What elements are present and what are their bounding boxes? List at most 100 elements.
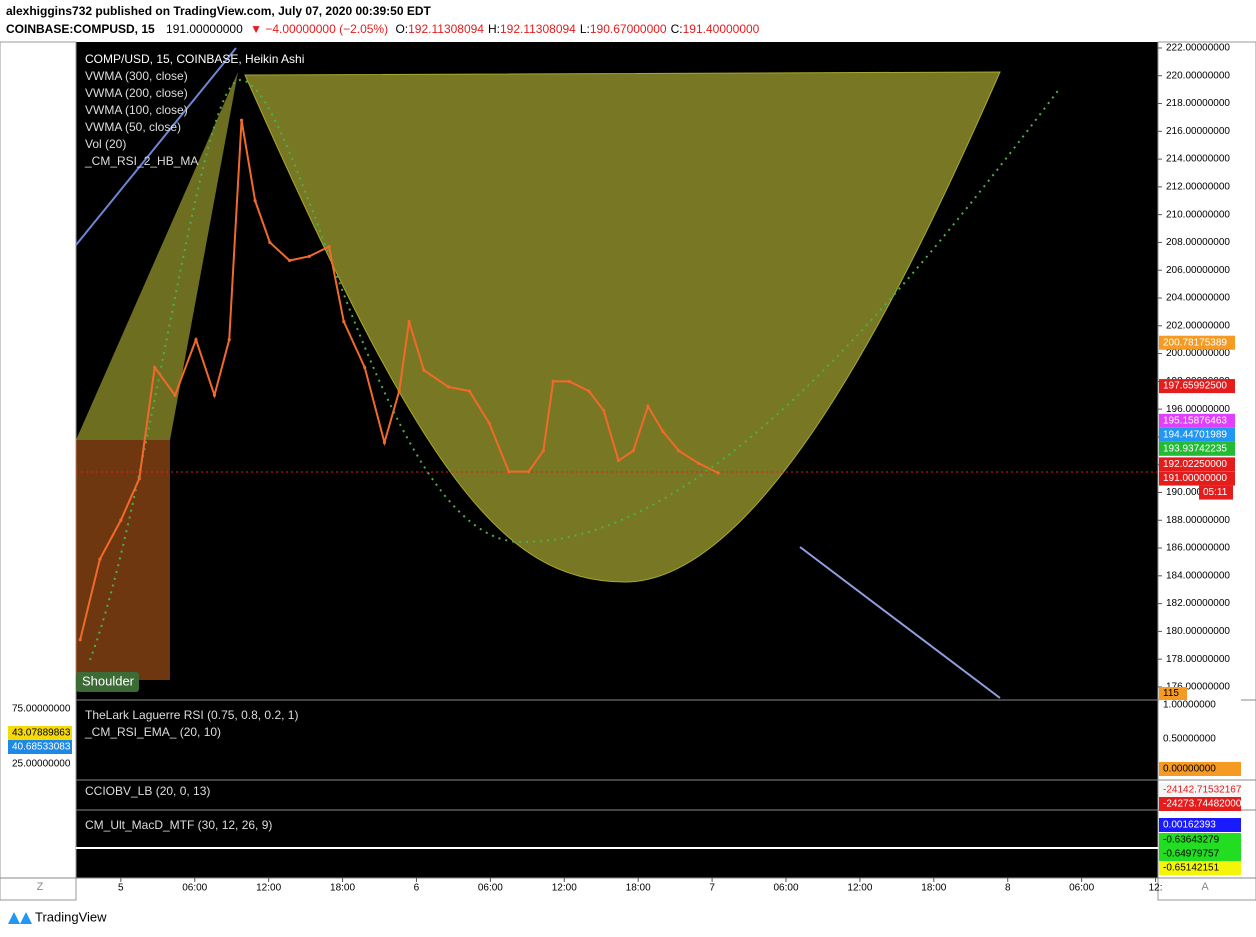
- price-tag-label: 191.00000000: [1163, 473, 1227, 484]
- price-tag-label: 192.02250000: [1163, 459, 1227, 470]
- price-point: [631, 449, 635, 453]
- price-tag-label: 193.93742235: [1163, 443, 1227, 454]
- x-tick-label: 12:00: [847, 883, 872, 894]
- y-tick-label: 222.00000000: [1166, 43, 1230, 54]
- indicator-name: VWMA (200, close): [85, 86, 188, 100]
- price-point: [487, 421, 491, 425]
- price-tag: [1159, 427, 1235, 442]
- logo-icon: [8, 912, 32, 924]
- corner-label: A: [1201, 881, 1209, 893]
- price-point: [397, 389, 401, 393]
- price-point: [287, 258, 292, 263]
- x-tick-label: 06:00: [478, 883, 503, 894]
- price-point: [716, 471, 720, 475]
- price-point: [342, 320, 346, 324]
- change: ▼ −4.00000000 (−2.05%): [250, 22, 388, 36]
- indicator-name: VWMA (300, close): [85, 69, 188, 83]
- x-tick-label: 7: [709, 883, 715, 894]
- pane-label-bg: [1159, 732, 1241, 746]
- x-tick-label: 06:00: [182, 883, 207, 894]
- price-tag: [1159, 441, 1235, 456]
- indicator-name: _CM_RSI_2_HB_MA: [84, 154, 198, 168]
- price-point: [327, 245, 331, 249]
- pane-label-bg: [1159, 861, 1241, 875]
- volume-tag: 115: [1163, 688, 1179, 699]
- price-point: [467, 389, 472, 393]
- y-tick-label: 184.00000000: [1166, 570, 1230, 581]
- price-point: [507, 470, 511, 474]
- x-tick-label: 12:00: [256, 883, 281, 894]
- price-point: [239, 118, 244, 122]
- price-point: [98, 557, 102, 561]
- pane-label-bg: [8, 757, 72, 771]
- price-tag-label: 200.78175389: [1163, 337, 1227, 348]
- price-point: [696, 461, 701, 465]
- ohlc-value: 192.11308094: [500, 22, 576, 36]
- corner-label: Z: [37, 881, 44, 893]
- legend-title: COMP/USD, 15, COINBASE, Heikin Ashi: [85, 52, 304, 66]
- y-tick-label: 204.00000000: [1166, 293, 1230, 304]
- pane-right-label: 1.00000000: [1163, 700, 1216, 711]
- price-point: [137, 476, 141, 481]
- pane-right-label: -0.64979757: [1163, 849, 1220, 860]
- x-tick-label: 18:00: [330, 883, 355, 894]
- pane-label-bg: [8, 740, 72, 754]
- pane-left-label: 75.00000000: [12, 704, 71, 715]
- price-point: [661, 429, 665, 433]
- footer-brand[interactable]: TradingView: [35, 909, 107, 924]
- price-tag-label: 195.15876463: [1163, 415, 1227, 426]
- price-point: [422, 368, 426, 372]
- pane-label-bg: [1159, 818, 1241, 832]
- last-price: 191.00000000: [166, 22, 243, 36]
- pane-right-label: -0.63643279: [1163, 835, 1220, 846]
- price-point: [407, 320, 411, 324]
- annotation: Shoulder: [82, 673, 135, 688]
- pane-label-bg: [1159, 783, 1241, 797]
- ohlc-label: L:: [580, 22, 590, 36]
- price-line: [79, 120, 719, 640]
- price-tag-label: 197.65992500: [1163, 381, 1227, 392]
- pane-label-bg: [1159, 847, 1241, 861]
- ohlc-label: O:: [395, 22, 408, 36]
- price-tag: [1159, 413, 1235, 428]
- y-tick-label: 176.00000000: [1166, 682, 1230, 693]
- pane-right-label: -24142.71532167: [1163, 785, 1242, 796]
- price-point: [646, 404, 650, 408]
- y-tick-label: 220.00000000: [1166, 70, 1230, 81]
- ohlc-label: H:: [488, 22, 500, 36]
- y-tick-label: 216.00000000: [1166, 126, 1230, 137]
- price-point: [119, 518, 123, 522]
- cup-shape: [244, 71, 1001, 583]
- price-point: [212, 393, 217, 397]
- price-point: [587, 389, 591, 393]
- pane-right-label: 0.00162393: [1163, 820, 1216, 831]
- ohlc-label: C:: [671, 22, 683, 36]
- price-point: [541, 449, 545, 453]
- symbol: COINBASE:COMPUSD, 15: [6, 22, 155, 36]
- pane-right-label: -0.65142151: [1163, 863, 1220, 874]
- annotation-bg: [76, 672, 139, 692]
- indicator-name: Vol (20): [85, 137, 126, 151]
- price-point: [153, 365, 157, 370]
- price-point: [253, 199, 257, 203]
- pane-left-label: 40.68533083: [12, 742, 71, 753]
- price-point: [173, 393, 177, 397]
- x-tick-label: 8: [1005, 883, 1011, 894]
- pattern-triangle: [76, 72, 238, 440]
- x-tick-label: 5: [118, 883, 124, 894]
- price-point: [78, 638, 82, 642]
- price-point: [551, 379, 555, 383]
- price-tag-label: 194.44701989: [1163, 429, 1227, 440]
- pattern-rect: [76, 440, 170, 680]
- x-tick-label: 12:00: [552, 883, 577, 894]
- x-tick-label: 18:00: [921, 883, 946, 894]
- pane-label-bg: [1159, 797, 1241, 811]
- left-axis: [0, 41, 77, 901]
- pane-label-bg: [1159, 698, 1241, 712]
- pane-title: CM_Ult_MacD_MTF (30, 12, 26, 9): [85, 818, 272, 832]
- y-tick-label: 178.00000000: [1166, 654, 1230, 665]
- y-tick-label: 200.00000000: [1166, 348, 1230, 359]
- price-point: [616, 458, 621, 463]
- pane-left-label: 43.07889863: [12, 728, 71, 739]
